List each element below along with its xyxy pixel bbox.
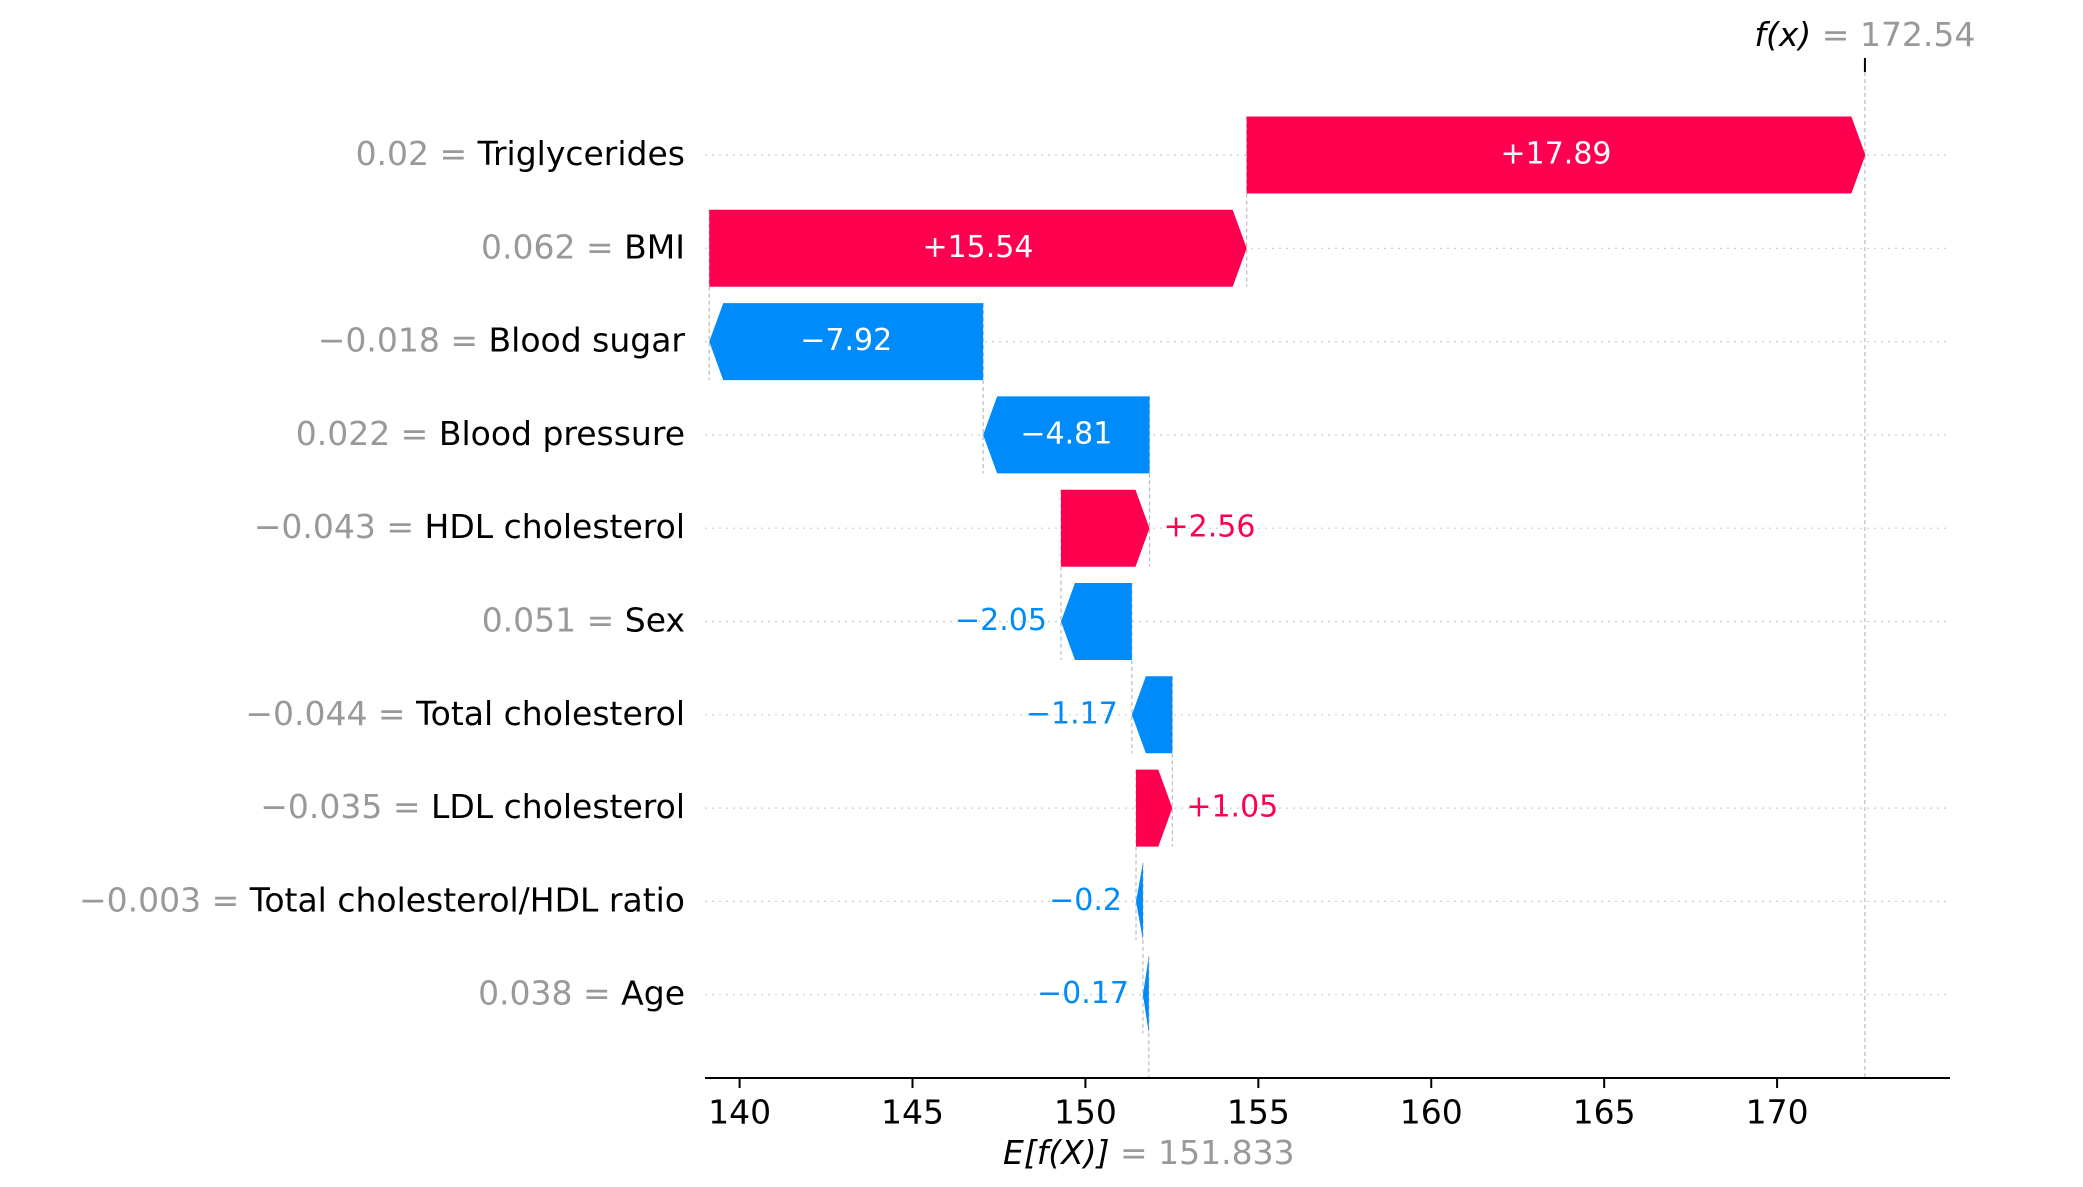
positive-bar (709, 209, 1247, 287)
feature-label: −0.043 = HDL cholesterol (254, 507, 685, 546)
bar-value-label: −4.81 (1020, 416, 1112, 451)
negative-bar (1060, 583, 1132, 660)
positive-bar (1060, 489, 1150, 567)
x-tick-label: 140 (708, 1093, 771, 1132)
feature-name: LDL cholesterol (431, 787, 685, 826)
bar-value-label: +2.56 (1163, 510, 1255, 545)
final-value-label: f(x) (1754, 15, 1811, 54)
feature-name: Age (621, 973, 685, 1012)
x-tick-label: 170 (1746, 1093, 1809, 1132)
feature-value: 0.02 = (356, 134, 478, 173)
feature-value: −0.044 = (245, 693, 416, 732)
feature-name: Triglycerides (477, 134, 685, 173)
feature-name: Sex (625, 600, 685, 639)
bar-value-label: −7.92 (800, 323, 892, 358)
base-value-number: = 151.833 (1110, 1133, 1295, 1172)
bar-value-label: −0.2 (1049, 883, 1122, 918)
feature-label: −0.003 = Total cholesterol/HDL ratio (79, 880, 685, 919)
feature-labels: 0.02 = Triglycerides 0.062 = BMI −0.018 = … (79, 134, 685, 1013)
negative-bar (1142, 956, 1149, 1034)
final-value-annotation: f(x) = 172.54 (1754, 15, 1975, 54)
x-tick-label: 160 (1400, 1093, 1463, 1132)
negative-bar (709, 303, 984, 381)
bar-value-label: +1.05 (1186, 790, 1278, 825)
feature-name: HDL cholesterol (425, 507, 685, 546)
bar-value-label: −2.05 (955, 603, 1047, 638)
feature-label: 0.02 = Triglycerides (356, 134, 685, 173)
feature-name: Blood pressure (439, 413, 685, 452)
feature-value: 0.022 = (296, 413, 439, 452)
feature-label: 0.051 = Sex (482, 600, 685, 639)
bar-value-label: −1.17 (1026, 696, 1118, 731)
bar-value-label: −0.17 (1037, 976, 1129, 1011)
positive-bar (1136, 769, 1173, 847)
feature-name: Blood sugar (489, 320, 686, 359)
x-tick-label: 150 (1054, 1093, 1117, 1132)
feature-name: BMI (624, 227, 685, 266)
feature-value: −0.003 = (79, 880, 250, 919)
bar-value-label: +15.54 (922, 230, 1033, 265)
positive-bar (1246, 116, 1866, 194)
bars: +17.89 +15.54 −7.92 −4.81 +2.56 −2.05 −1.17 +1.… (709, 116, 1866, 1034)
feature-name: Total cholesterol (415, 693, 685, 732)
x-tick-label: 145 (881, 1093, 944, 1132)
negative-bar (1131, 676, 1173, 754)
feature-label: −0.044 = Total cholesterol (245, 693, 685, 732)
feature-label: 0.062 = BMI (481, 227, 685, 266)
feature-value: 0.038 = (478, 973, 621, 1012)
feature-name: Total cholesterol/HDL ratio (249, 880, 685, 919)
feature-label: −0.035 = LDL cholesterol (260, 787, 685, 826)
negative-bar (1136, 862, 1143, 940)
base-value-label: E[f(X)] (1003, 1133, 1110, 1172)
feature-value: −0.035 = (260, 787, 431, 826)
feature-label: 0.022 = Blood pressure (296, 413, 685, 452)
feature-value: −0.043 = (254, 507, 425, 546)
base-value-annotation: E[f(X)] = 151.833 (1003, 1133, 1295, 1172)
bar-value-label: +17.89 (1501, 137, 1612, 172)
feature-label: −0.018 = Blood sugar (318, 320, 686, 359)
final-value-number: = 172.54 (1811, 15, 1975, 54)
feature-value: 0.051 = (482, 600, 625, 639)
negative-bar (983, 396, 1150, 474)
feature-value: 0.062 = (481, 227, 624, 266)
x-axis: 140 145 150 155 160 165 170 (705, 1077, 1950, 1132)
feature-value: −0.018 = (318, 320, 489, 359)
x-tick-label: 155 (1227, 1093, 1290, 1132)
x-tick-label: 165 (1573, 1093, 1636, 1132)
feature-label: 0.038 = Age (478, 973, 685, 1012)
